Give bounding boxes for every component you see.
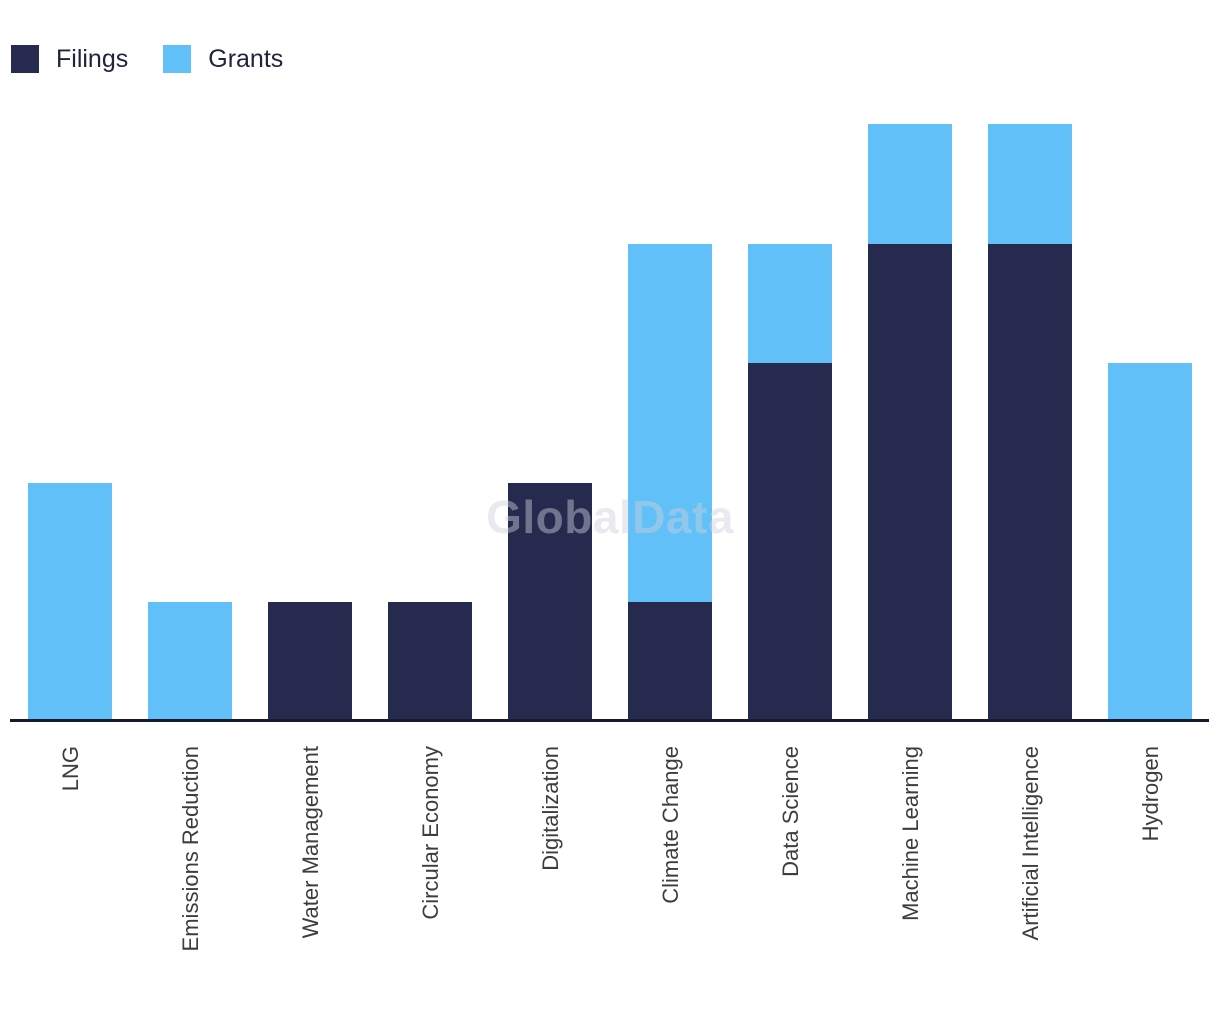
bar-filings-data-science[interactable] [748,363,832,722]
x-axis-label-hydrogen: Hydrogen [1137,746,1163,842]
bar-grants-hydrogen[interactable] [1108,363,1192,722]
legend-item-grants[interactable]: Grants [163,45,283,73]
x-axis-label-digitalization: Digitalization [537,746,563,871]
bar-grants-climate-change[interactable] [628,243,712,603]
x-axis-label-data-science: Data Science [777,746,803,877]
legend: Filings Grants [11,45,283,73]
legend-label-filings: Filings [56,45,129,73]
bar-filings-circular-economy[interactable] [388,602,472,722]
x-axis-label-water-management: Water Management [297,746,323,939]
bar-filings-digitalization[interactable] [508,482,592,722]
bar-grants-emissions-reduction[interactable] [148,602,232,722]
bar-grants-lng[interactable] [28,482,112,722]
bar-filings-machine-learning[interactable] [868,243,952,722]
legend-swatch-grants [163,45,192,73]
x-axis-label-emissions-reduction: Emissions Reduction [177,746,203,952]
bar-filings-water-management[interactable] [268,602,352,722]
bar-grants-artificial-intelligence[interactable] [988,124,1072,244]
x-axis-label-artificial-intelligence: Artificial Intelligence [1017,746,1043,941]
legend-item-filings[interactable]: Filings [11,45,128,73]
legend-swatch-filings [11,45,39,73]
x-axis-line [10,719,1209,722]
x-axis-label-climate-change: Climate Change [657,746,683,904]
bar-grants-data-science[interactable] [748,243,832,364]
bar-grants-machine-learning[interactable] [868,124,952,244]
bar-filings-artificial-intelligence[interactable] [988,243,1072,722]
bar-filings-climate-change[interactable] [628,602,712,722]
x-axis-label-machine-learning: Machine Learning [897,746,923,921]
x-axis-label-circular-economy: Circular Economy [417,746,443,920]
x-axis-label-lng: LNG [57,746,83,792]
legend-label-grants: Grants [208,45,284,73]
